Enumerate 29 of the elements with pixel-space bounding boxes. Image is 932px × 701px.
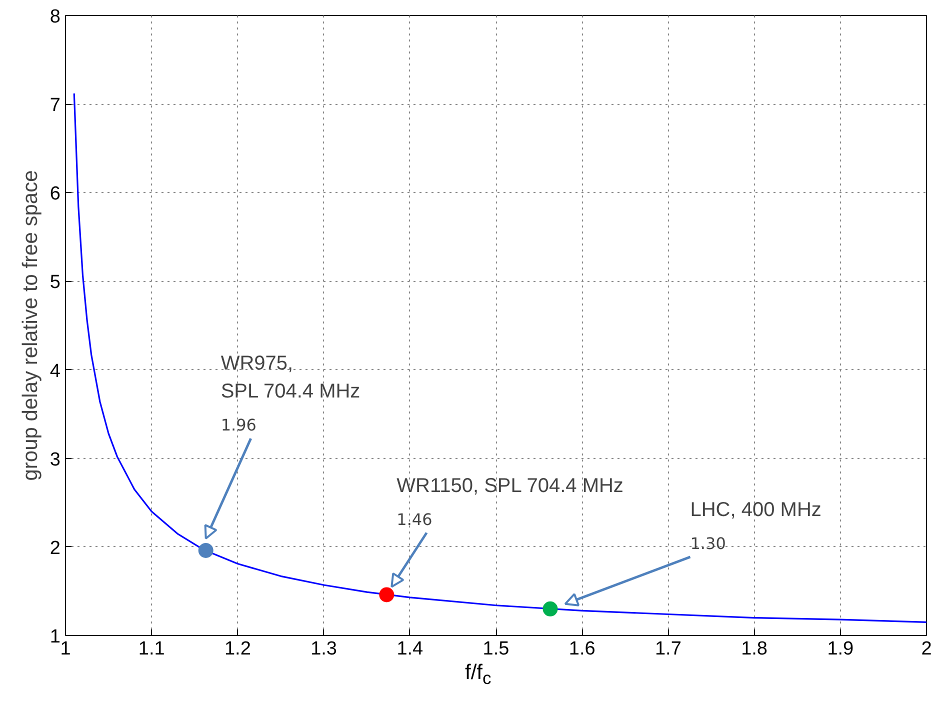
data-label: 1.96 [220,415,256,434]
y-tick-label: 2 [50,538,61,559]
x-tick-label: 1.2 [224,638,251,660]
line-series [73,92,926,624]
data-label: 1.46 [396,510,432,529]
x-tick-label: 1.6 [568,638,596,660]
point [379,587,394,602]
point [542,601,558,616]
x-tick-label: 1.1 [138,638,165,660]
x-tick-label: 1.8 [741,638,768,660]
y-tick-label: 4 [50,360,61,382]
y-tick-label: 3 [50,449,61,470]
y-axis-title: group delay relative to free space [18,170,42,481]
x-tick-label: 1.4 [396,638,424,660]
annotation: WR1150, SPL 704.4 MHz [396,474,624,497]
y-tick-label: 7 [50,95,61,116]
y-tick-label: 8 [50,6,61,28]
data-label: 1.30 [690,534,726,553]
point [198,542,214,558]
x-axis-title: f/f$_{c}$ [465,660,492,690]
x-tick-label: 1.5 [482,638,510,660]
x-tick-label: 1.7 [654,638,682,660]
x-tick-label: 2 [921,638,932,660]
annotation: LHC, 400 MHz [690,498,822,521]
x-tick-label: 1.3 [310,638,338,660]
y-tick-label: 5 [50,272,61,294]
annotation: WR975, SPL 704.4 MHz [220,352,360,402]
y-tick-label: 6 [50,184,61,205]
x-tick-label: 1.9 [827,638,854,660]
